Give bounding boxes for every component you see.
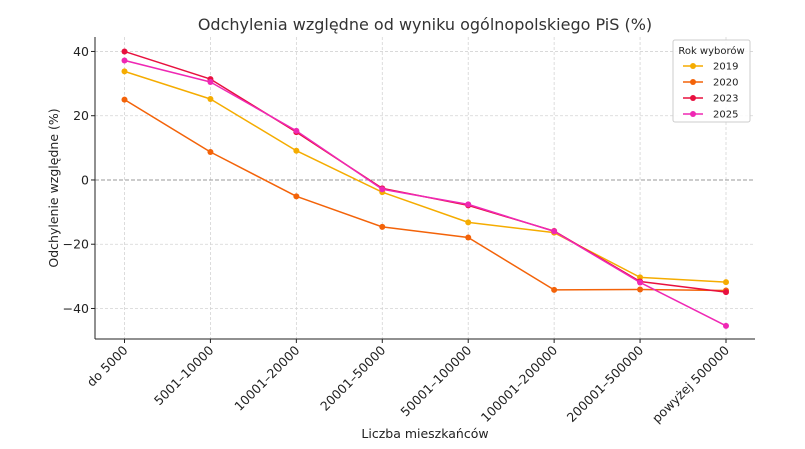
x-tick-label: do 5000 — [84, 342, 131, 389]
series-line-2019 — [124, 70, 727, 283]
data-point-2020 — [637, 286, 644, 293]
data-point-2025 — [551, 228, 558, 235]
x-tick-label: 100001–200000 — [478, 342, 561, 425]
series-line-2020 — [124, 99, 727, 292]
data-point-2025 — [379, 186, 386, 193]
data-point-2019 — [121, 68, 128, 75]
legend-swatch-marker — [690, 79, 696, 85]
legend-item-2020: 2020 — [683, 78, 738, 89]
legend-swatch-marker — [690, 63, 696, 69]
data-point-2020 — [465, 234, 472, 241]
y-tick-label: −40 — [63, 301, 89, 316]
data-point-2019 — [637, 274, 644, 281]
data-point-2019 — [465, 219, 472, 226]
legend: Rok wyborów 2019 2020 2023 2025 — [672, 39, 751, 123]
data-point-2025 — [723, 322, 729, 329]
axes — [91, 37, 755, 343]
series-2023 — [121, 48, 729, 296]
x-tick-label: 20001–50000 — [317, 342, 388, 413]
data-point-2025 — [207, 78, 214, 85]
series-2025 — [121, 57, 729, 329]
series-group — [121, 48, 729, 329]
grid — [95, 37, 755, 339]
data-point-2025 — [637, 279, 644, 286]
series-line-2023 — [124, 50, 727, 293]
legend-label: 2023 — [713, 94, 738, 105]
legend-item-2025: 2025 — [683, 110, 738, 121]
data-point-2023 — [723, 289, 729, 296]
data-point-2025 — [121, 57, 128, 64]
data-point-2025 — [293, 127, 300, 134]
legend-label: 2019 — [713, 62, 738, 73]
x-tick-label: 200001–500000 — [564, 342, 647, 425]
legend-swatch-marker — [690, 95, 696, 101]
legend-label: 2025 — [713, 110, 738, 121]
data-point-2020 — [207, 149, 214, 156]
y-axis-label: Odchylenie względne (%) — [46, 108, 61, 267]
data-point-2020 — [293, 193, 300, 200]
series-line-2025 — [124, 59, 727, 327]
data-point-2019 — [207, 96, 214, 103]
data-point-2020 — [379, 223, 386, 230]
y-tick-label: 0 — [81, 172, 89, 187]
data-point-2020 — [551, 286, 558, 293]
x-tick-label: 10001–20000 — [231, 342, 302, 413]
data-point-2020 — [121, 96, 128, 103]
legend-title: Rok wyborów — [678, 45, 744, 57]
x-axis-label: Liczba mieszkańców — [361, 426, 488, 441]
y-tick-label: 40 — [73, 44, 89, 59]
y-tick-label: −20 — [63, 237, 89, 252]
x-tick-label: 5001–10000 — [151, 342, 217, 408]
x-tick-label: 50001–100000 — [397, 342, 474, 419]
data-point-2023 — [121, 48, 128, 55]
legend-items: 2019 2020 2023 2025 — [683, 62, 738, 121]
legend-item-2019: 2019 — [683, 62, 738, 73]
chart-title: Odchylenia względne od wyniku ogólnopols… — [198, 15, 652, 34]
legend-swatch-marker — [690, 111, 696, 117]
y-tick-label: 20 — [73, 108, 89, 123]
x-tick-label: powyżej 500000 — [649, 342, 732, 425]
series-2020 — [121, 96, 729, 294]
legend-box — [672, 39, 751, 123]
legend-item-2023: 2023 — [683, 94, 738, 105]
series-2019 — [121, 68, 729, 286]
data-point-2019 — [723, 279, 729, 286]
data-point-2025 — [465, 201, 472, 208]
legend-label: 2020 — [713, 78, 738, 89]
data-point-2019 — [293, 147, 300, 154]
